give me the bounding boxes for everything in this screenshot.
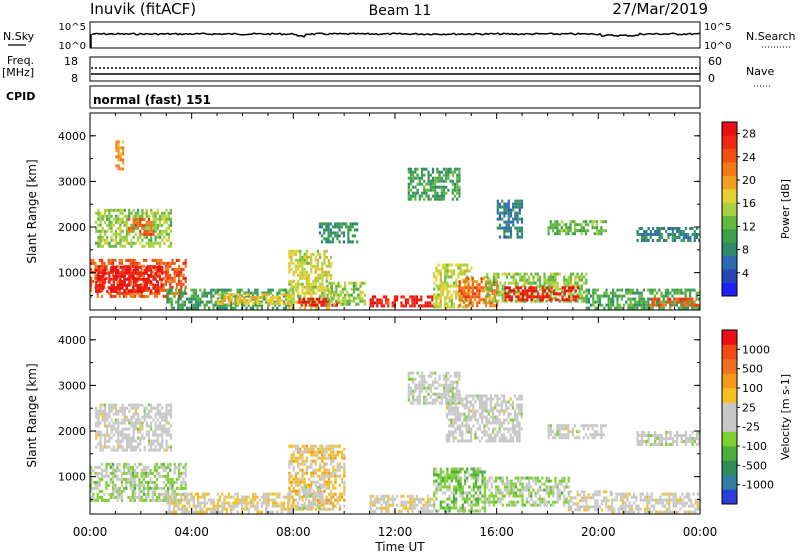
nsearch-tick-bottom: 10^0 — [704, 41, 731, 52]
colorbar-swatch — [722, 388, 737, 403]
colorbar-tick-label: 12 — [742, 220, 756, 233]
colorbar-swatch — [722, 122, 737, 136]
colorbar-swatch — [722, 359, 737, 374]
nsky-line — [92, 33, 700, 37]
y-tick-label: 3000 — [58, 175, 86, 188]
colorbar-label: Power [dB] — [779, 179, 792, 239]
colorbar-swatch — [722, 490, 737, 505]
colorbar-tick-label: -25 — [742, 421, 760, 434]
colorbar-tick-label: -500 — [742, 459, 767, 472]
colorbar-swatch — [722, 229, 737, 243]
colorbar-swatch — [722, 202, 737, 216]
y-tick-label: 1000 — [58, 267, 86, 280]
colorbar-label: Velocity [m s-1] — [779, 374, 792, 460]
data-region-8 — [326, 282, 366, 306]
colorbar-swatch — [722, 374, 737, 389]
colorbar-tick-label: 1000 — [742, 343, 770, 356]
colorbar-tick-label: 25 — [742, 401, 756, 414]
y-tick-label: 4000 — [58, 130, 86, 143]
colorbar-swatch — [722, 162, 737, 176]
cpid-label: CPID — [6, 90, 35, 103]
colorbar-tick-label: 16 — [742, 197, 756, 210]
power-panel: 1000 2000 3000 4000 Slant Range [km] — [25, 113, 700, 310]
colorbar-swatch — [722, 475, 737, 490]
colorbar-swatch — [722, 176, 737, 190]
x-tick-label: 04:00 — [174, 525, 209, 539]
beam-title: Beam 11 — [369, 3, 432, 19]
freq-strip: Freq. [MHz] 18 8 60 0 Nave — [2, 54, 774, 86]
y-tick-label: 2000 — [58, 221, 86, 234]
colorbar-tick-label: -100 — [742, 440, 767, 453]
colorbar-swatch — [722, 216, 737, 230]
colorbar-swatch — [722, 330, 737, 345]
y-tick-label: 3000 — [58, 379, 86, 392]
nave-label: Nave — [746, 65, 774, 78]
colorbar-tick-label: 20 — [742, 174, 756, 187]
nsky-strip: N.Sky 10^5 10^0 10^5 10^0 N.Search — [3, 22, 796, 52]
colorbar-tick-label: 100 — [742, 382, 763, 395]
colorbar-swatch — [722, 256, 737, 270]
x-tick-label: 00:00 — [73, 525, 108, 539]
freq-unit: [MHz] — [2, 66, 34, 79]
nsky-label: N.Sky — [3, 30, 35, 43]
station-title: Inuvik (fitACF) — [90, 0, 196, 18]
colorbar-tick-label: 500 — [742, 363, 763, 376]
colorbar-swatch — [722, 135, 737, 149]
colorbar-swatch — [722, 283, 737, 297]
colorbar-swatch — [722, 189, 737, 203]
colorbar-swatch — [722, 149, 737, 163]
nave-tick-bottom: 0 — [708, 72, 715, 85]
nave-tick-top: 60 — [708, 55, 722, 68]
nsky-tick-top: 10^5 — [59, 22, 86, 33]
x-tick-label: 08:00 — [276, 525, 311, 539]
y-tick-label: 4000 — [58, 334, 86, 347]
x-tick-label: 16:00 — [479, 525, 514, 539]
colorbar-swatch — [722, 403, 737, 418]
colorbar-swatch — [722, 461, 737, 476]
y-tick-label: 2000 — [58, 425, 86, 438]
x-tick-label: 12:00 — [378, 525, 413, 539]
x-tick-label: 00:00 — [683, 525, 718, 539]
freq-tick-bottom: 8 — [71, 72, 78, 85]
colorbar-swatch — [722, 417, 737, 432]
velocity-colorbar: 1000 500 100 25 -25 -100 -500 -1000 Velocity [m … — [722, 330, 792, 504]
power-colorbar: 4 8 12 16 20 24 28 Power [dB] — [722, 122, 792, 296]
colorbar-tick-label: -1000 — [742, 479, 774, 492]
nsky-tick-bottom: 10^0 — [59, 41, 86, 52]
cpid-value: normal (fast) 151 — [93, 93, 211, 107]
colorbar-tick-label: 8 — [742, 244, 749, 257]
y-axis-label: Slant Range [km] — [25, 159, 39, 263]
colorbar-swatch — [722, 446, 737, 461]
freq-tick-top: 18 — [64, 55, 78, 68]
colorbar-swatch — [722, 269, 737, 283]
nsearch-tick-top: 10^5 — [704, 22, 731, 33]
colorbar-swatch — [722, 242, 737, 256]
x-axis-label: Time UT — [374, 540, 425, 554]
x-tick-label: 20:00 — [581, 525, 616, 539]
colorbar-swatch — [722, 432, 737, 447]
colorbar-tick-label: 24 — [742, 151, 756, 164]
y-axis-label: Slant Range [km] — [25, 363, 39, 467]
colorbar-swatch — [722, 345, 737, 360]
y-tick-label: 1000 — [58, 471, 86, 484]
nsearch-label: N.Search — [746, 30, 796, 43]
date-title: 27/Mar/2019 — [612, 0, 708, 18]
cpid-strip: CPID normal (fast) 151 — [6, 86, 700, 108]
colorbar-tick-label: 28 — [742, 128, 756, 141]
velocity-panel: 1000 2000 3000 4000 Slant Range [km] 00:00 04:… — [25, 317, 717, 539]
colorbar-tick-label: 4 — [742, 267, 749, 280]
